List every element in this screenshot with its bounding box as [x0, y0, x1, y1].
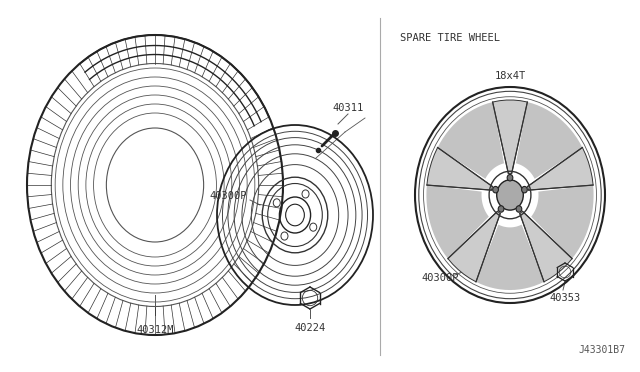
Ellipse shape: [522, 186, 527, 193]
Ellipse shape: [507, 174, 513, 181]
Ellipse shape: [493, 186, 499, 193]
Polygon shape: [520, 211, 572, 282]
Polygon shape: [516, 102, 582, 179]
Polygon shape: [527, 147, 593, 190]
Text: 40353: 40353: [549, 293, 580, 303]
Text: SPARE TIRE WHEEL: SPARE TIRE WHEEL: [400, 33, 500, 43]
Polygon shape: [531, 185, 593, 259]
Polygon shape: [448, 211, 500, 282]
Ellipse shape: [516, 206, 522, 212]
Text: 40224: 40224: [294, 323, 326, 333]
Polygon shape: [427, 147, 493, 190]
Polygon shape: [426, 185, 489, 259]
Text: 40300P: 40300P: [209, 191, 247, 201]
Text: J43301B7: J43301B7: [578, 345, 625, 355]
Text: 18x4T: 18x4T: [494, 71, 525, 81]
Polygon shape: [438, 102, 504, 179]
Ellipse shape: [498, 206, 504, 212]
Ellipse shape: [497, 180, 524, 210]
Text: 40300P: 40300P: [421, 273, 459, 283]
Polygon shape: [476, 225, 544, 290]
Text: 40312M: 40312M: [136, 325, 173, 335]
Polygon shape: [493, 100, 527, 173]
Text: 40311: 40311: [332, 103, 364, 113]
